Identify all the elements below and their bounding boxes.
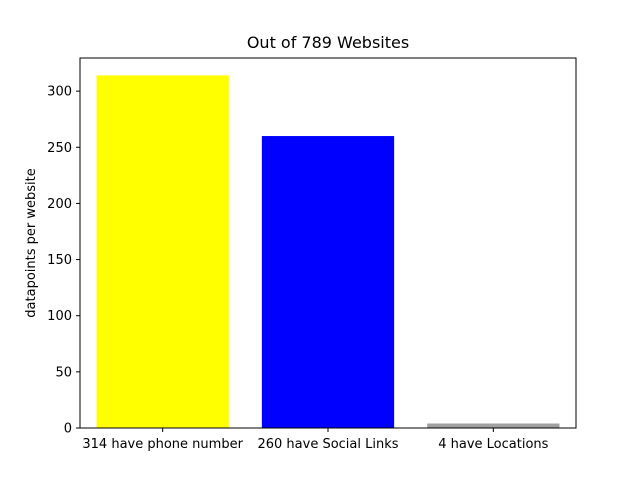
y-tick-label: 250 — [47, 141, 72, 156]
y-tick-label: 100 — [47, 309, 72, 324]
chart-title: Out of 789 Websites — [247, 33, 409, 52]
y-tick-label: 50 — [55, 365, 72, 380]
bars-group — [96, 75, 560, 429]
x-tick-label: 4 have Locations — [438, 437, 548, 452]
y-tick-label: 200 — [47, 197, 72, 212]
bar-1 — [96, 75, 229, 429]
y-axis-label: datapoints per website — [24, 168, 39, 317]
x-tick-label: 260 have Social Links — [257, 437, 398, 452]
y-axis: 0 50 100 150 200 250 300 — [47, 85, 80, 437]
x-tick-label: 314 have phone number — [82, 437, 243, 452]
bar-2 — [261, 136, 395, 429]
bar-3 — [427, 423, 560, 428]
x-axis: 314 have phone number 260 have Social Lin… — [82, 428, 549, 452]
y-tick-label: 300 — [47, 85, 72, 100]
y-tick-label: 0 — [64, 422, 72, 437]
y-tick-label: 150 — [47, 253, 72, 268]
